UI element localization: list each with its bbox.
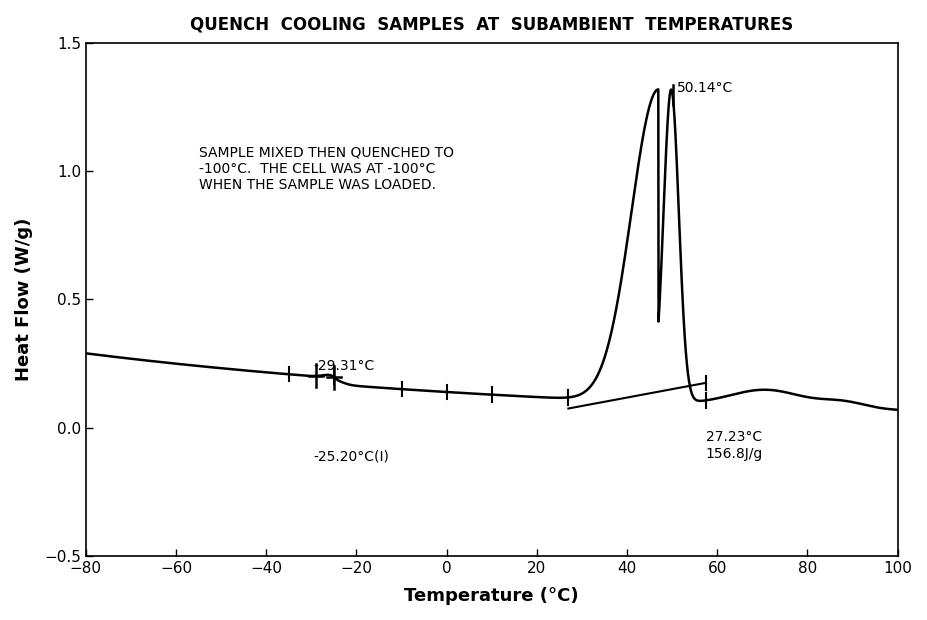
Y-axis label: Heat Flow (W/g): Heat Flow (W/g) — [15, 218, 33, 381]
Text: 27.23°C
156.8J/g: 27.23°C 156.8J/g — [705, 430, 763, 461]
Text: SAMPLE MIXED THEN QUENCHED TO
-100°C.  THE CELL WAS AT -100°C
WHEN THE SAMPLE WA: SAMPLE MIXED THEN QUENCHED TO -100°C. TH… — [199, 146, 454, 192]
Text: 50.14°C: 50.14°C — [677, 81, 733, 95]
X-axis label: Temperature (°C): Temperature (°C) — [404, 587, 579, 605]
Text: -25.20°C(I): -25.20°C(I) — [313, 450, 389, 464]
Text: -29.31°C: -29.31°C — [313, 358, 375, 373]
Title: QUENCH  COOLING  SAMPLES  AT  SUBAMBIENT  TEMPERATURES: QUENCH COOLING SAMPLES AT SUBAMBIENT TEM… — [190, 15, 794, 33]
